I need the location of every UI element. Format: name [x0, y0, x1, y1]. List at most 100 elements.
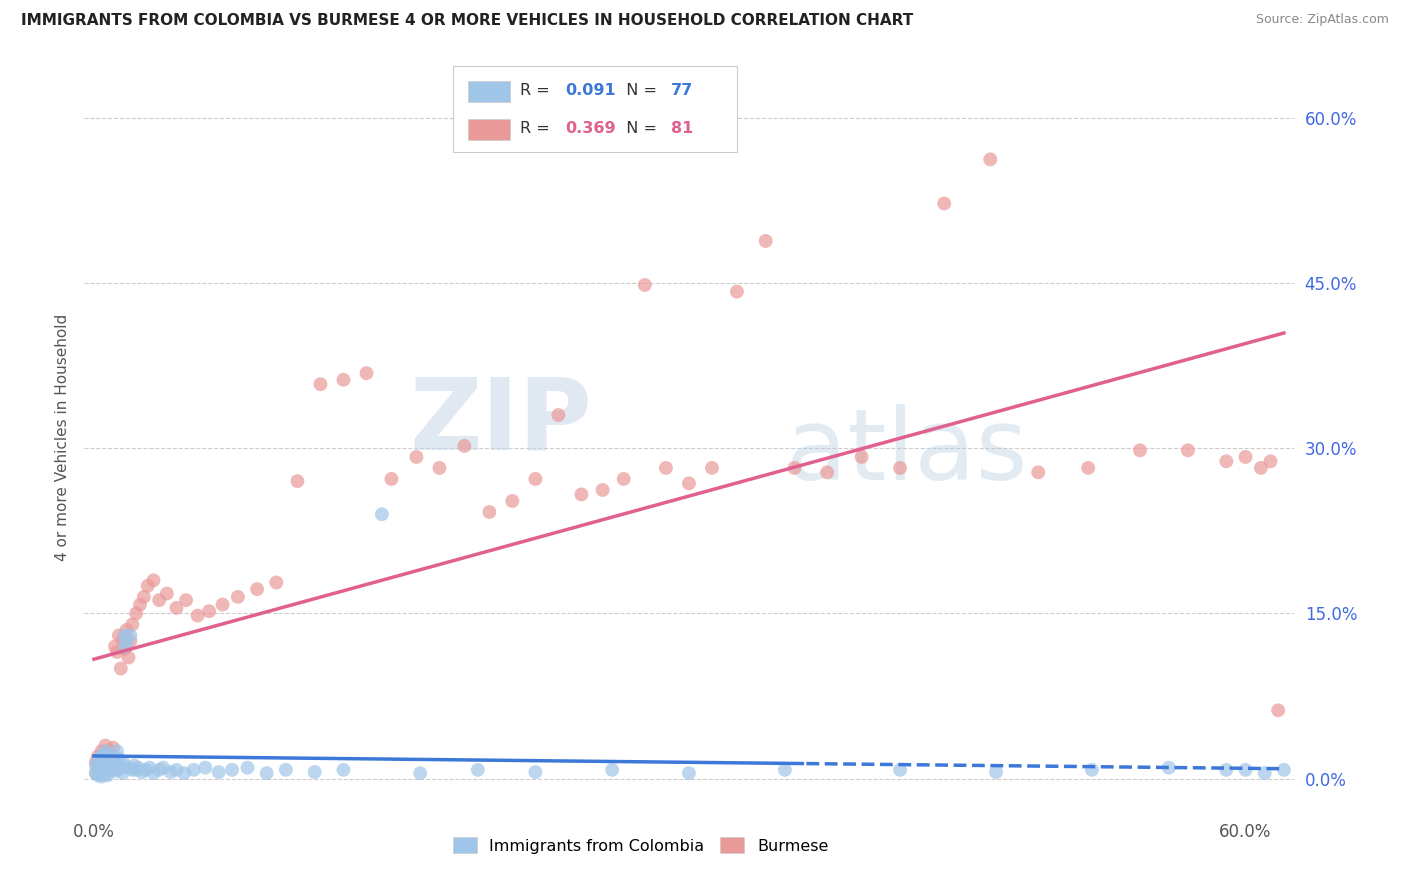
Point — [115, 634, 138, 648]
Point — [105, 744, 128, 758]
Point — [132, 590, 155, 604]
Point — [524, 765, 547, 780]
Point — [678, 476, 700, 491]
Point — [1272, 763, 1295, 777]
Point — [96, 763, 118, 777]
Point — [111, 766, 134, 780]
Point — [100, 761, 122, 775]
Point — [1081, 763, 1104, 777]
Point — [211, 598, 233, 612]
Point — [125, 607, 148, 621]
Point — [332, 763, 354, 777]
Point — [114, 641, 136, 656]
Point — [84, 766, 107, 780]
Point — [104, 640, 127, 654]
Point — [127, 761, 149, 775]
Point — [87, 749, 110, 764]
Point — [100, 755, 122, 769]
Point — [101, 761, 124, 775]
Point — [152, 761, 174, 775]
Point — [524, 472, 547, 486]
Point — [547, 408, 569, 422]
Point — [111, 634, 134, 648]
Point — [236, 761, 259, 775]
Point — [304, 765, 326, 780]
Point — [332, 373, 354, 387]
Point — [114, 640, 136, 654]
Point — [93, 747, 115, 762]
Point — [120, 634, 142, 648]
Point — [93, 761, 115, 775]
Point — [934, 196, 956, 211]
Y-axis label: 4 or more Vehicles in Household: 4 or more Vehicles in Household — [55, 313, 70, 561]
Point — [110, 661, 132, 675]
Point — [159, 765, 181, 780]
Point — [613, 472, 636, 486]
Point — [96, 752, 118, 766]
Point — [138, 761, 160, 775]
Legend: Immigrants from Colombia, Burmese: Immigrants from Colombia, Burmese — [446, 830, 835, 860]
Point — [96, 761, 118, 775]
Point — [104, 764, 127, 778]
Point — [266, 575, 288, 590]
Text: R =: R = — [520, 121, 554, 136]
Text: atlas: atlas — [786, 403, 1028, 500]
Point — [142, 574, 165, 588]
Point — [467, 763, 489, 777]
Point — [105, 758, 128, 772]
Point — [101, 755, 124, 769]
Point — [429, 461, 451, 475]
Point — [1157, 761, 1180, 775]
Point — [187, 608, 209, 623]
Text: Source: ZipAtlas.com: Source: ZipAtlas.com — [1256, 13, 1389, 27]
Point — [1129, 443, 1152, 458]
Point — [98, 744, 121, 758]
Point — [84, 755, 107, 769]
Point — [89, 761, 111, 775]
Point — [183, 763, 205, 777]
Point — [121, 617, 143, 632]
Point — [700, 461, 723, 475]
Point — [655, 461, 678, 475]
Point — [984, 765, 1007, 780]
Point — [110, 761, 132, 775]
Bar — [468, 119, 510, 140]
Point — [755, 234, 778, 248]
Point — [115, 623, 138, 637]
Point — [453, 439, 475, 453]
Point — [89, 752, 111, 766]
Point — [108, 628, 131, 642]
Point — [221, 763, 243, 777]
Text: 0.369: 0.369 — [565, 121, 616, 136]
Point — [309, 377, 332, 392]
Point — [634, 278, 657, 293]
Point — [120, 628, 142, 642]
Text: ZIP: ZIP — [409, 374, 592, 471]
Point — [1234, 450, 1257, 464]
Point — [90, 769, 112, 783]
Point — [90, 758, 112, 772]
Point — [1234, 763, 1257, 777]
Point — [121, 763, 143, 777]
Text: N =: N = — [616, 84, 662, 98]
Point — [166, 763, 188, 777]
Point — [198, 604, 221, 618]
Text: 77: 77 — [671, 84, 693, 98]
Point — [87, 761, 110, 775]
Point — [208, 765, 231, 780]
Text: IMMIGRANTS FROM COLOMBIA VS BURMESE 4 OR MORE VEHICLES IN HOUSEHOLD CORRELATION : IMMIGRANTS FROM COLOMBIA VS BURMESE 4 OR… — [21, 13, 914, 29]
Point — [287, 474, 309, 488]
Point — [111, 755, 134, 769]
Point — [98, 758, 121, 772]
Point — [94, 767, 117, 781]
Point — [114, 628, 136, 642]
Point — [256, 766, 278, 780]
Point — [194, 761, 217, 775]
Point — [173, 766, 195, 780]
Text: N =: N = — [616, 121, 662, 136]
Point — [129, 598, 152, 612]
Point — [571, 487, 593, 501]
Point — [600, 763, 623, 777]
Point — [1250, 461, 1272, 475]
Point — [90, 764, 112, 778]
